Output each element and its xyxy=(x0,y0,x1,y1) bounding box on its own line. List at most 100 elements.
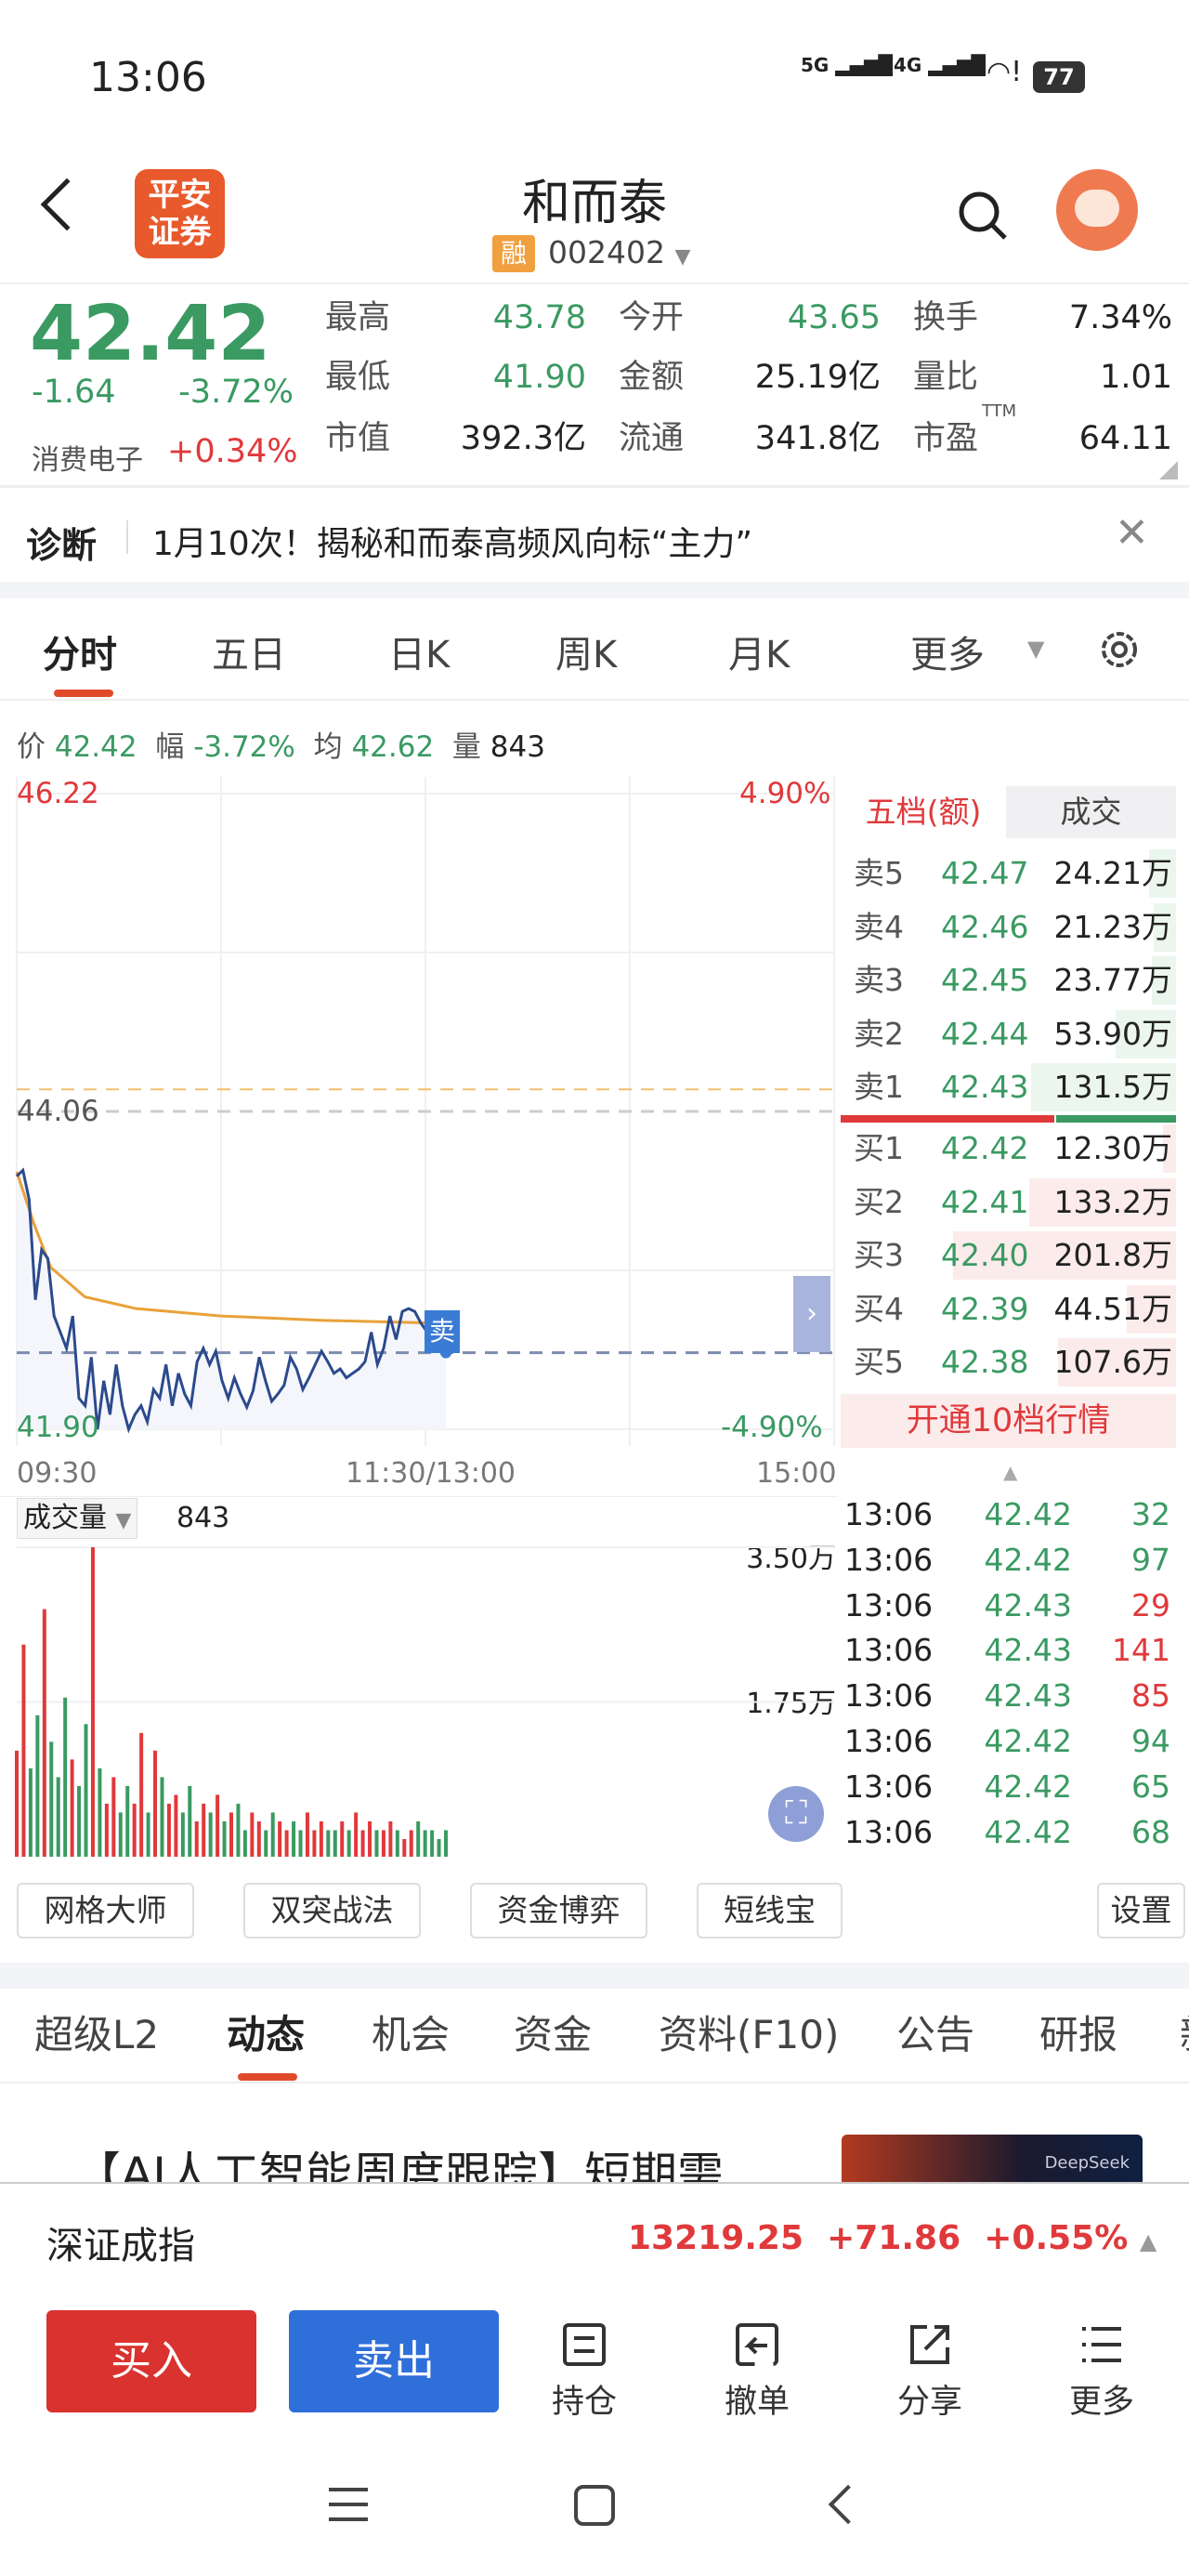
quote-field-label: 流通 xyxy=(619,420,685,457)
orderbook-row[interactable]: 卖1 42.43 131.5万 xyxy=(841,1061,1176,1113)
tool-button[interactable]: 设置 xyxy=(1097,1883,1185,1939)
content-tab[interactable]: 新 xyxy=(1180,2012,1189,2058)
volume-bar xyxy=(202,1803,206,1857)
volume-bar xyxy=(298,1830,303,1857)
content-tab[interactable]: 机会 xyxy=(372,2012,451,2057)
stock-title: 和而泰 xyxy=(521,176,667,231)
diagnosis-text[interactable]: 1月10次！揭秘和而泰高频风向标“主力” xyxy=(152,525,753,563)
orderbook-row[interactable]: 卖5 42.47 24.21万 xyxy=(841,848,1176,900)
tick-price: 42.42 xyxy=(984,1768,1072,1805)
chart-tab[interactable]: 更多 xyxy=(910,634,985,677)
orderbook-row[interactable]: 买2 42.41 133.2万 xyxy=(841,1176,1176,1229)
content-tab[interactable]: 超级L2 xyxy=(34,2012,160,2057)
fullscreen-button[interactable]: ⛶ xyxy=(768,1786,824,1842)
expand-orderbook-button[interactable]: › xyxy=(793,1276,830,1352)
info-line: 价 42.42 幅 -3.72% 均 42.62 量 843 xyxy=(17,730,545,764)
chart-tab[interactable]: 日K xyxy=(388,634,451,677)
volume-bar xyxy=(98,1768,102,1857)
volume-bar xyxy=(374,1830,379,1857)
orderbook-row[interactable]: 买1 42.42 12.30万 xyxy=(841,1123,1176,1175)
content-tab[interactable]: 动态 xyxy=(227,2012,306,2057)
tab-orderbook[interactable]: 五档(额) xyxy=(865,794,982,830)
volume-bar xyxy=(340,1820,345,1857)
index-name[interactable]: 深证成指 xyxy=(46,2225,195,2267)
volume-bar xyxy=(319,1820,323,1857)
orderbook-row[interactable]: 卖3 42.45 23.77万 xyxy=(841,954,1176,1006)
level-price: 42.42 xyxy=(941,1130,1029,1166)
y-mid-label: 44.06 xyxy=(17,1095,99,1128)
nav-home-icon[interactable] xyxy=(574,2485,615,2526)
tick-time: 13:06 xyxy=(844,1586,934,1623)
content-tab[interactable]: 研报 xyxy=(1039,2012,1118,2057)
price-area xyxy=(17,1170,446,1429)
back-button[interactable] xyxy=(40,177,94,231)
more-button[interactable]: 更多 xyxy=(1046,2321,1157,2423)
menu-icon xyxy=(1082,2327,1121,2362)
pct-min-label: -4.90% xyxy=(721,1411,823,1444)
tool-button[interactable]: 双突战法 xyxy=(243,1883,421,1939)
sell-marker[interactable]: 卖 xyxy=(425,1310,460,1353)
nav-menu-icon[interactable] xyxy=(327,2486,370,2523)
settings-gear-icon[interactable] xyxy=(1096,626,1143,673)
index-ticker[interactable]: 13219.25 +71.86 +0.55% ▲ xyxy=(628,2219,1157,2257)
volume-bar xyxy=(216,1794,220,1857)
volume-bar xyxy=(1031,1063,1176,1111)
trade-tick-row: 13:06 42.42 65 xyxy=(841,1765,1176,1809)
orderbook-row[interactable]: 卖4 42.46 21.23万 xyxy=(841,901,1176,953)
buy-button[interactable]: 买入 xyxy=(46,2310,256,2412)
nav-back-icon[interactable] xyxy=(828,2484,869,2525)
tool-button[interactable]: 短线宝 xyxy=(697,1883,843,1939)
orderbook-row[interactable]: 买5 42.38 107.6万 xyxy=(841,1336,1176,1388)
diagnosis-label: 诊断 xyxy=(26,525,98,566)
content-tab[interactable]: 公告 xyxy=(896,2012,975,2057)
volume-bar xyxy=(104,1803,109,1857)
volume-bar xyxy=(270,1812,275,1857)
positions-button[interactable]: 持仓 xyxy=(529,2321,640,2423)
news-headline[interactable]: 【AI人工智能周度跟踪】短期需 xyxy=(74,2148,724,2182)
tick-time: 13:06 xyxy=(844,1723,934,1759)
tool-button[interactable]: 网格大师 xyxy=(17,1883,194,1939)
level-label: 卖5 xyxy=(854,855,904,891)
level-price: 42.39 xyxy=(941,1290,1029,1327)
more-dropdown-icon[interactable]: ▼ xyxy=(1027,636,1045,662)
cancel-order-button[interactable]: 撤单 xyxy=(701,2321,813,2423)
upgrade-10-levels-button[interactable]: 开通10档行情 xyxy=(841,1394,1176,1448)
close-icon[interactable]: ✕ xyxy=(1115,509,1149,557)
search-icon[interactable] xyxy=(955,188,1011,243)
tick-time: 13:06 xyxy=(844,1496,934,1532)
level-volume: 53.90万 xyxy=(1053,1015,1172,1052)
share-button[interactable]: 分享 xyxy=(874,2321,986,2423)
level-price: 42.47 xyxy=(941,855,1029,891)
status-time: 13:06 xyxy=(89,54,207,101)
intraday-chart[interactable] xyxy=(0,771,841,1454)
expand-corner-icon[interactable] xyxy=(1159,461,1178,480)
volume-bar xyxy=(70,1759,74,1857)
volume-bar xyxy=(1058,1338,1176,1387)
orderbook-row[interactable]: 卖2 42.44 53.90万 xyxy=(841,1008,1176,1060)
sector-name[interactable]: 消费电子 xyxy=(32,444,143,477)
bidask-ratio-bar xyxy=(841,1115,1176,1123)
tick-time: 13:06 xyxy=(844,1768,934,1805)
content-tab[interactable]: 资金 xyxy=(514,2012,593,2057)
orderbook-row[interactable]: 买3 42.40 201.8万 xyxy=(841,1229,1176,1281)
volume-bar xyxy=(118,1812,123,1857)
chart-tab[interactable]: 五日 xyxy=(212,634,286,677)
sell-button[interactable]: 卖出 xyxy=(289,2310,499,2412)
chart-tab[interactable]: 分时 xyxy=(43,634,117,677)
tab-trades[interactable]: 成交 xyxy=(1006,786,1176,838)
chart-tab[interactable]: 月K xyxy=(728,634,790,677)
volume-bar xyxy=(139,1732,144,1857)
volume-bar xyxy=(346,1830,351,1857)
volume-bar xyxy=(388,1820,393,1857)
content-tab[interactable]: 资料(F10) xyxy=(659,2012,840,2057)
avatar[interactable] xyxy=(1056,169,1138,251)
volume-bar xyxy=(368,1820,372,1857)
news-thumbnail[interactable]: DeepSeek xyxy=(842,2135,1143,2182)
chart-tab[interactable]: 周K xyxy=(555,634,618,677)
volume-indicator-selector[interactable]: 成交量 ▼ xyxy=(17,1498,138,1539)
orderbook-row[interactable]: 买4 42.39 44.51万 xyxy=(841,1283,1176,1335)
tool-button[interactable]: 资金博弈 xyxy=(470,1883,647,1939)
level-label: 卖4 xyxy=(854,908,904,945)
stock-code-selector[interactable]: 002402 ▼ xyxy=(548,234,691,270)
collapse-arrow-icon[interactable]: ▲ xyxy=(1003,1461,1018,1483)
